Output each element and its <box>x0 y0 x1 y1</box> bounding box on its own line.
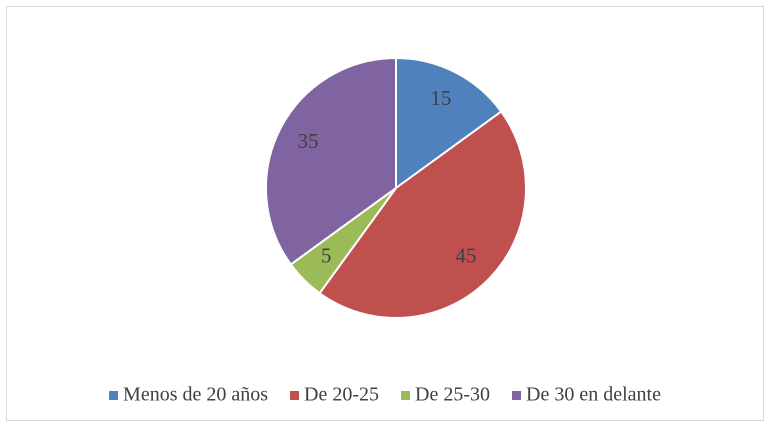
pie-slice <box>318 110 527 319</box>
legend-swatch <box>512 391 521 400</box>
legend-swatch <box>109 391 119 400</box>
pie: 15 45 5 35 <box>265 56 527 319</box>
pie-slice <box>395 56 503 190</box>
legend: Menos de 20 años De 20-25 De 25-30 De 30 en… <box>109 384 661 406</box>
legend-label: De 20-25 <box>304 384 379 406</box>
legend-swatch <box>401 391 411 400</box>
pie-slice <box>265 56 397 266</box>
data-label: 15 <box>430 86 451 110</box>
legend-label: Menos de 20 años <box>123 384 268 406</box>
legend-label: De 25-30 <box>415 384 490 406</box>
legend-swatch <box>290 391 300 400</box>
data-label: 35 <box>297 129 318 153</box>
data-label: 5 <box>321 244 332 268</box>
data-label: 45 <box>455 244 476 268</box>
legend-label: De 30 en delante <box>526 384 661 406</box>
